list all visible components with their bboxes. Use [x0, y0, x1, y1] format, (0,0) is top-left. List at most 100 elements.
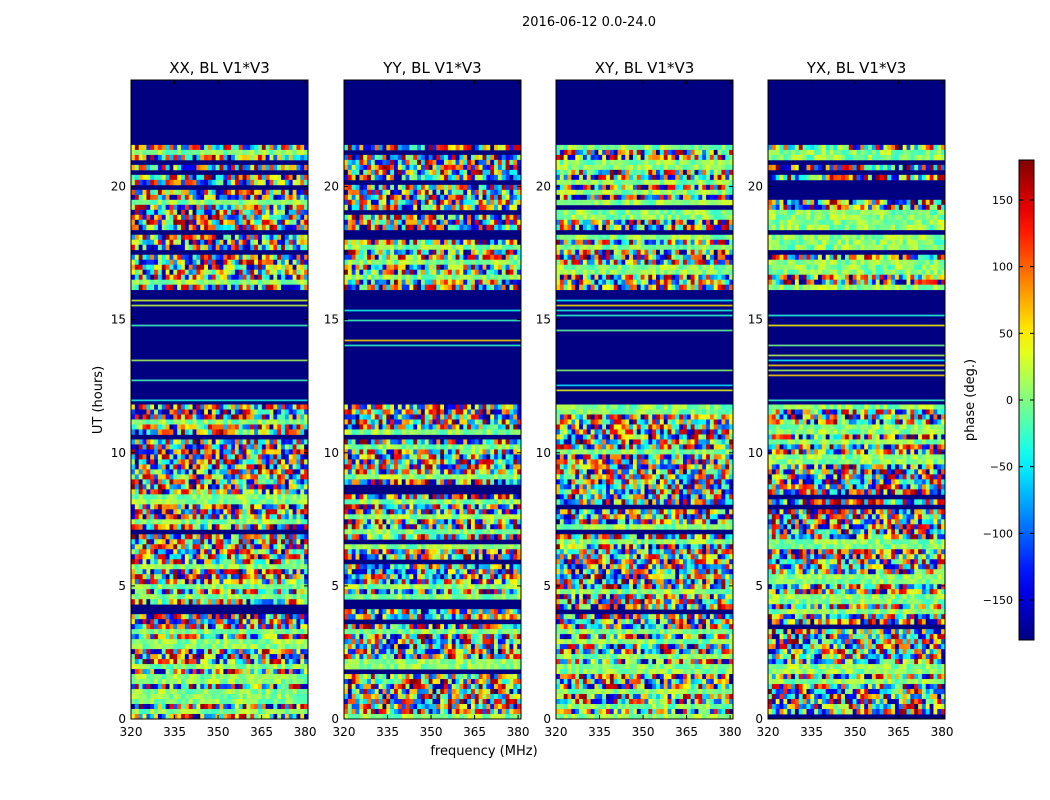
heatmap-cell: [173, 654, 178, 660]
heatmap-cell: [288, 179, 294, 186]
heatmap-cell: [165, 649, 170, 655]
heatmap-cell: [370, 169, 376, 176]
heatmap-cell: [188, 634, 193, 640]
heatmap-cell: [177, 569, 182, 575]
heatmap-cell: [227, 639, 232, 645]
heatmap-cell: [134, 689, 140, 695]
heatmap-cell: [215, 154, 220, 161]
heatmap-cell: [257, 544, 263, 550]
heatmap-cell: [157, 539, 163, 545]
heatmap-cell: [363, 184, 368, 191]
heatmap-cell: [261, 244, 267, 251]
heatmap-cell: [273, 589, 278, 595]
heatmap-cell: [451, 254, 456, 261]
heatmap-cell: [273, 514, 278, 520]
heatmap-cell: [154, 664, 159, 670]
heatmap-cell: [405, 204, 410, 211]
heatmap-cell: [261, 474, 267, 480]
heatmap-cell: [154, 204, 159, 211]
heatmap-cell: [207, 704, 213, 710]
heatmap-cell: [154, 404, 159, 410]
heatmap-cell: [181, 464, 186, 470]
heatmap-cell: [146, 684, 151, 690]
heatmap-cell: [177, 539, 182, 545]
heatmap-cell: [231, 179, 236, 186]
heatmap-cell: [161, 694, 167, 700]
heatmap-cell: [390, 404, 395, 410]
heatmap-cell: [227, 534, 232, 540]
heatmap-cell: [150, 704, 155, 710]
heatmap-cell: [363, 249, 368, 256]
heatmap-cell: [192, 424, 197, 430]
heatmap-cell: [188, 614, 193, 620]
heatmap-cell: [261, 194, 267, 201]
heatmap-cell: [257, 164, 263, 171]
heatmap-cell: [420, 404, 426, 410]
heatmap-cell: [223, 539, 228, 545]
heatmap-cell: [497, 244, 503, 251]
heatmap-cell: [227, 679, 232, 685]
heatmap-cell: [131, 624, 136, 630]
heatmap-cell: [284, 174, 290, 181]
heatmap-cell: [490, 204, 495, 211]
heatmap-cell: [177, 474, 182, 480]
heatmap-cell: [169, 489, 174, 495]
heatmap-cell: [413, 239, 418, 246]
heatmap-cell: [277, 429, 282, 435]
heatmap-cell: [154, 524, 159, 530]
heatmap-cell: [386, 174, 391, 181]
heatmap-cell: [219, 709, 224, 715]
heatmap-cell: [173, 409, 178, 415]
heatmap-cell: [296, 424, 301, 430]
heatmap-cell: [281, 419, 286, 425]
heatmap-cell: [455, 174, 460, 181]
heatmap-cell: [234, 554, 240, 560]
heatmap-cell: [370, 219, 376, 226]
heatmap-cell: [146, 164, 151, 171]
heatmap-cell: [211, 569, 217, 575]
heatmap-cell: [401, 184, 406, 191]
heatmap-cell: [219, 564, 224, 570]
heatmap-cell: [277, 259, 282, 266]
heatmap-cell: [447, 239, 453, 246]
heatmap-cell: [288, 259, 294, 266]
heatmap-cell: [273, 234, 278, 241]
heatmap-cell: [173, 194, 178, 201]
heatmap-cell: [231, 254, 236, 261]
heatmap-cell: [300, 579, 305, 585]
heatmap-cell: [181, 269, 186, 276]
heatmap-cell: [188, 469, 193, 475]
heatmap-cell: [200, 424, 205, 430]
heatmap-cell: [246, 624, 251, 630]
heatmap-cell: [196, 424, 201, 430]
heatmap-cell: [184, 219, 190, 226]
heatmap-cell: [459, 214, 464, 221]
heatmap-cell: [215, 619, 220, 625]
heatmap-cell: [257, 194, 263, 201]
heatmap-cell: [261, 594, 267, 600]
heatmap-cell: [177, 234, 182, 241]
heatmap-cell: [273, 569, 278, 575]
heatmap-cell: [281, 559, 286, 565]
heatmap-cell: [150, 144, 155, 151]
sparse-line: [131, 379, 308, 382]
heatmap-cell: [207, 714, 213, 719]
heatmap-cell: [292, 189, 297, 196]
heatmap-cell: [134, 544, 140, 550]
heatmap-cell: [261, 239, 267, 246]
heatmap-cell: [146, 409, 151, 415]
heatmap-cell: [238, 539, 243, 545]
heatmap-cell: [184, 704, 190, 710]
heatmap-cell: [181, 194, 186, 201]
heatmap-cell: [474, 184, 480, 191]
heatmap-cell: [292, 624, 297, 630]
heatmap-cell: [234, 474, 240, 480]
heatmap-cell: [265, 224, 270, 231]
heatmap-cell: [227, 579, 232, 585]
heatmap-cell: [165, 659, 170, 665]
heatmap-cell: [304, 219, 308, 226]
heatmap-cell: [181, 484, 186, 490]
heatmap-cell: [150, 664, 155, 670]
heatmap-cell: [181, 644, 186, 650]
heatmap-cell: [154, 244, 159, 251]
